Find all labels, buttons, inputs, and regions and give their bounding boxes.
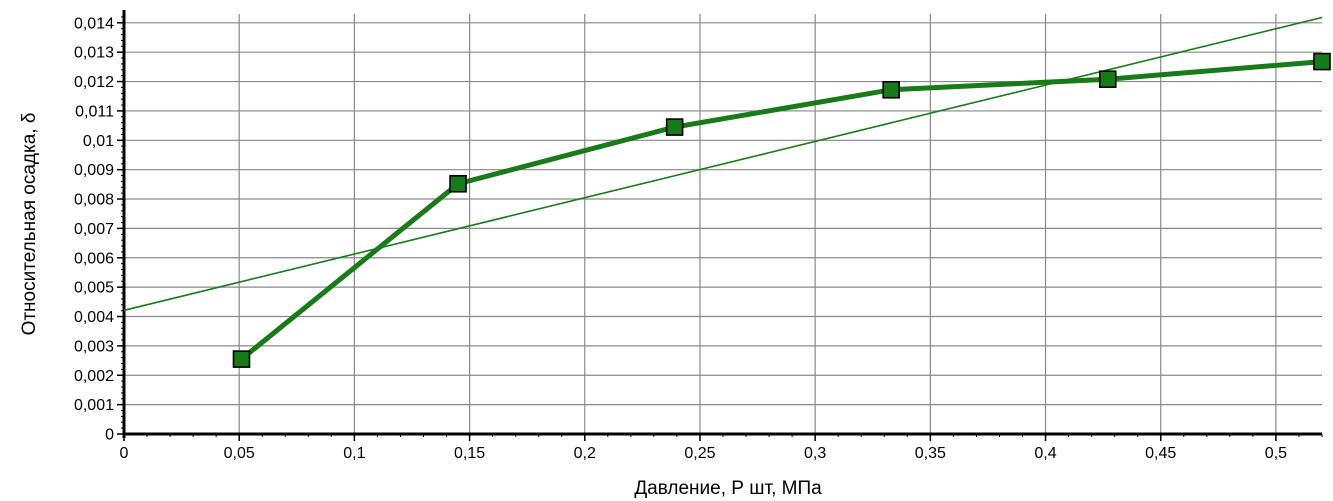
x-tick-label: 0,3 <box>804 445 826 462</box>
data-point-marker <box>232 350 251 368</box>
data-point-marker <box>1098 70 1117 89</box>
axes <box>117 10 1323 441</box>
y-tick-label: 0,013 <box>74 45 114 62</box>
trendline <box>123 16 1323 312</box>
data-line <box>239 59 1323 362</box>
x-tick-label: 0,2 <box>574 445 596 462</box>
plot-area <box>124 14 1322 434</box>
y-tick-label: 0,005 <box>74 280 114 297</box>
y-tick-label: 0,014 <box>74 15 114 32</box>
y-tick-label: 0,009 <box>74 162 114 179</box>
y-tick-label: 0,01 <box>83 133 114 150</box>
x-tick-label: 0,05 <box>224 445 255 462</box>
y-tick-label: 0,008 <box>74 192 114 209</box>
y-tick-label: 0,011 <box>75 103 114 120</box>
y-axis-title: Относительная осадка, δ <box>19 113 40 336</box>
y-tick-label: 0,012 <box>74 74 114 91</box>
y-tick-label: 0,001 <box>74 397 114 414</box>
x-tick-label: 0,45 <box>1145 445 1176 462</box>
x-tick-label: 0,4 <box>1034 445 1056 462</box>
grid <box>124 14 1322 434</box>
tick-labels: 0 0,05 0,1 0,15 0,2 0,25 0,3 0,35 0,4 0,45 0,5 0 0,0… <box>74 15 1287 462</box>
x-tick-label: 0,15 <box>454 445 485 462</box>
x-tick-label: 0 <box>120 445 129 462</box>
x-tick-label: 0,5 <box>1265 445 1287 462</box>
x-tick-label: 0,35 <box>915 445 946 462</box>
data-point-marker <box>882 80 900 99</box>
y-tick-label: 0 <box>105 427 114 444</box>
y-tick-label: 0,006 <box>74 250 114 267</box>
data-point-marker <box>665 118 684 136</box>
series-layer <box>232 52 1331 368</box>
y-tick-label: 0,007 <box>74 221 114 238</box>
x-axis-title: Давление, Р шт, МПа <box>634 478 822 499</box>
data-point-marker <box>449 174 467 193</box>
trendline-layer <box>123 16 1323 312</box>
data-point-marker <box>1313 52 1331 71</box>
x-tick-label: 0,1 <box>343 445 365 462</box>
x-tick-label: 0,25 <box>684 445 715 462</box>
y-tick-label: 0,004 <box>74 309 114 326</box>
y-tick-label: 0,003 <box>74 338 114 355</box>
y-tick-label: 0,002 <box>74 368 114 385</box>
